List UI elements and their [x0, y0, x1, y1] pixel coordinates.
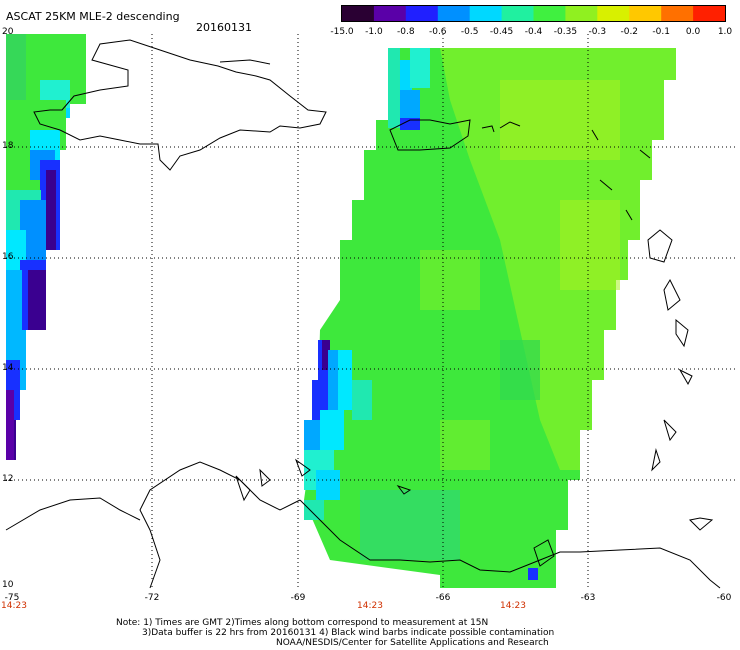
color-scale-segment: [533, 6, 566, 21]
west-swath: [6, 34, 86, 460]
lat-label-20: 20: [2, 27, 14, 37]
color-scale-segment: [597, 6, 630, 21]
footnote: Note: 1) Times are GMT 2)Times along bot…: [116, 618, 716, 648]
color-scale-label: -0.1: [652, 27, 670, 37]
color-scale-label: -0.2: [620, 27, 639, 37]
color-scale-segment: [629, 6, 662, 21]
lon-label-63: -63: [580, 593, 596, 603]
color-scale-label: -0.5: [460, 27, 479, 37]
note-line-1: Note: 1) Times are GMT 2)Times along bot…: [116, 618, 489, 628]
lon-label-75: -75: [4, 593, 20, 603]
lat-label-16: 16: [2, 252, 14, 262]
lat-label-12: 12: [2, 474, 14, 484]
color-scale-segment: [342, 6, 375, 21]
coastlines: [5, 39, 721, 589]
color-scale-label: -0.45: [489, 27, 514, 37]
lat-label-14: 14: [2, 363, 14, 373]
color-scale-segment: [565, 6, 598, 21]
color-scale-gradient: [342, 6, 726, 21]
color-scale-label: -0.35: [553, 27, 578, 37]
note-line-2: 3)Data buffer is 22 hrs from 20160131 4)…: [142, 628, 555, 638]
product-date: 20160131: [196, 21, 252, 34]
color-scale-segment: [661, 6, 694, 21]
graticule: [6, 34, 736, 588]
color-scale-label: 0.0: [685, 27, 701, 37]
color-scale-label: -0.8: [397, 27, 415, 37]
lon-label-66: -66: [435, 593, 451, 603]
lon-label-69: -69: [290, 593, 306, 603]
product-title: ASCAT 25KM MLE-2 descending: [6, 10, 180, 23]
time-label-east: 14:23: [500, 601, 526, 611]
color-scale-segment: [373, 6, 407, 21]
lon-label-60: -60: [716, 593, 732, 603]
color-scale-bar: [341, 5, 726, 22]
color-scale-segment: [469, 6, 503, 21]
color-scale-segment: [501, 6, 535, 21]
color-scale-segment: [405, 6, 439, 21]
lon-label-72: -72: [144, 593, 160, 603]
color-scale-label: 1.0: [717, 27, 733, 37]
time-label-center: 14:23: [357, 601, 383, 611]
color-scale-label: -1.0: [365, 27, 383, 37]
note-line-3: NOAA/NESDIS/Center for Satellite Applica…: [276, 638, 549, 648]
color-scale-label: -0.6: [428, 27, 447, 37]
color-scale-segment: [693, 6, 726, 21]
color-scale-label: -0.4: [524, 27, 543, 37]
time-label-west: 14:23: [1, 601, 27, 611]
lat-label-10: 10: [2, 580, 14, 590]
lat-label-18: 18: [2, 141, 14, 151]
color-scale-label: -0.3: [588, 27, 607, 37]
color-scale-label: -15.0: [330, 27, 354, 37]
swath-layer: [6, 34, 676, 588]
color-scale-segment: [437, 6, 471, 21]
main-swath: [304, 48, 676, 588]
